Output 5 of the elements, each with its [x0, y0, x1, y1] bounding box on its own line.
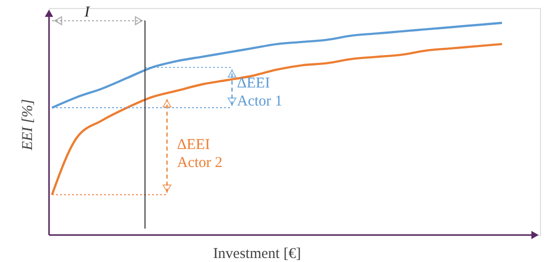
annotation: ΔEEI Actor 1 — [237, 75, 282, 110]
annotation: ΔEEI Actor 2 — [177, 136, 222, 171]
y-axis-title: EEI [%] — [20, 98, 36, 152]
x-axis-title: Investment [€] — [213, 246, 301, 262]
text: I — [84, 4, 90, 21]
